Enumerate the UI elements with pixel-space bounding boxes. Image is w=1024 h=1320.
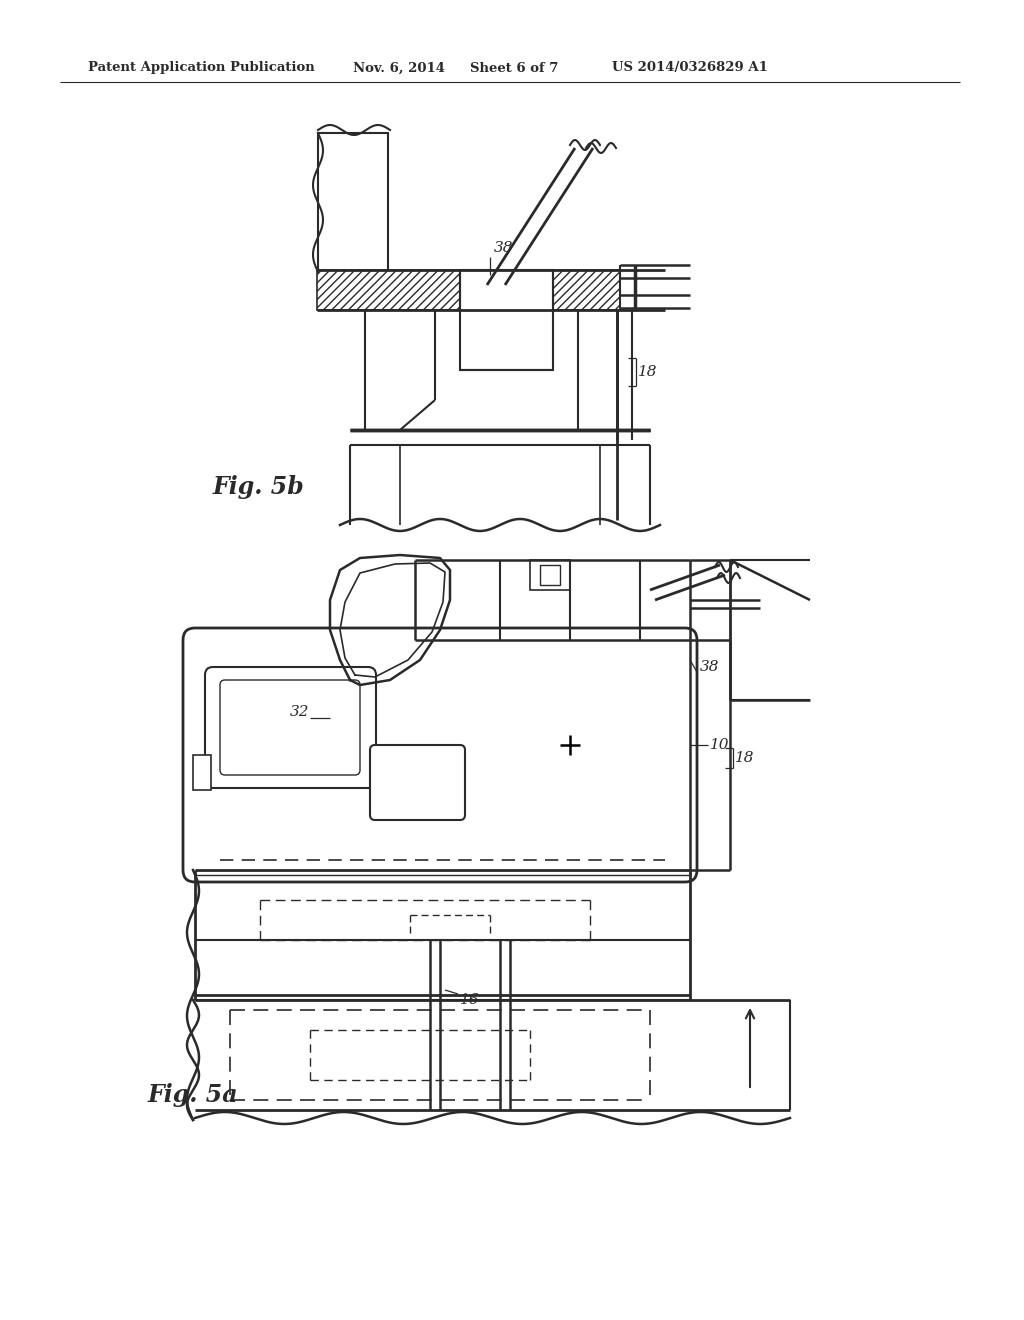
Text: US 2014/0326829 A1: US 2014/0326829 A1 bbox=[612, 62, 768, 74]
Text: 18: 18 bbox=[638, 366, 657, 379]
Bar bbox=[193, 755, 211, 789]
Text: Sheet 6 of 7: Sheet 6 of 7 bbox=[470, 62, 558, 74]
FancyBboxPatch shape bbox=[183, 628, 697, 882]
Text: Fig. 5b: Fig. 5b bbox=[213, 475, 305, 499]
FancyBboxPatch shape bbox=[370, 744, 465, 820]
Bar bbox=[460, 271, 553, 370]
Text: 18: 18 bbox=[735, 751, 755, 766]
Bar bbox=[530, 560, 570, 590]
Text: 16: 16 bbox=[460, 993, 479, 1007]
Text: 32: 32 bbox=[290, 705, 309, 719]
Text: Fig. 5a: Fig. 5a bbox=[148, 1082, 239, 1107]
FancyBboxPatch shape bbox=[220, 680, 360, 775]
Bar bbox=[540, 565, 560, 585]
Text: Nov. 6, 2014: Nov. 6, 2014 bbox=[353, 62, 445, 74]
Text: Patent Application Publication: Patent Application Publication bbox=[88, 62, 314, 74]
Bar bbox=[553, 271, 620, 310]
Bar bbox=[318, 133, 388, 271]
FancyBboxPatch shape bbox=[205, 667, 376, 788]
Bar bbox=[317, 271, 460, 310]
Text: 38: 38 bbox=[494, 242, 513, 255]
Text: 10: 10 bbox=[710, 738, 729, 752]
Text: 38: 38 bbox=[700, 660, 720, 675]
